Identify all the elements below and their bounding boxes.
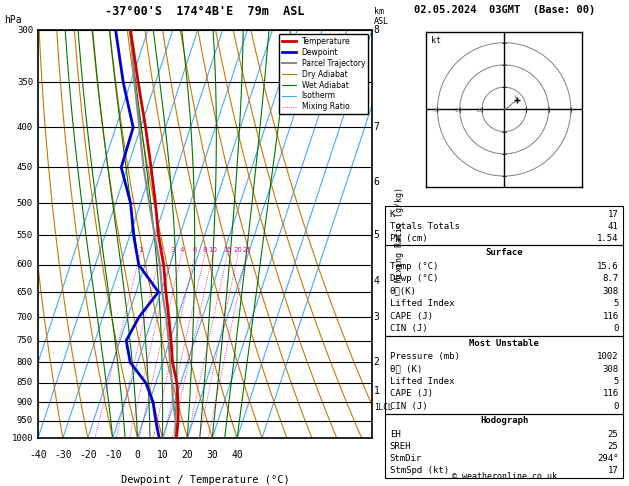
Text: 5: 5	[613, 299, 618, 308]
Text: 500: 500	[17, 199, 33, 208]
Text: Surface: Surface	[486, 248, 523, 257]
Text: 850: 850	[17, 379, 33, 387]
Text: 10: 10	[208, 247, 218, 253]
Text: Hodograph: Hodograph	[480, 417, 528, 425]
Text: -37°00'S  174°4B'E  79m  ASL: -37°00'S 174°4B'E 79m ASL	[105, 5, 304, 18]
Text: Lifted Index: Lifted Index	[390, 377, 454, 386]
Text: © weatheronline.co.uk: © weatheronline.co.uk	[452, 472, 557, 481]
Text: 6: 6	[193, 247, 198, 253]
Text: -20: -20	[79, 450, 97, 460]
Text: 116: 116	[603, 389, 618, 399]
Text: 308: 308	[603, 287, 618, 295]
Text: 8: 8	[203, 247, 208, 253]
Text: θᴇ (K): θᴇ (K)	[390, 364, 422, 374]
Text: 600: 600	[17, 260, 33, 269]
Text: CAPE (J): CAPE (J)	[390, 312, 433, 320]
Text: 6: 6	[374, 177, 379, 187]
Text: 400: 400	[17, 123, 33, 132]
Text: 308: 308	[603, 364, 618, 374]
Bar	[385, 336, 623, 414]
Text: 650: 650	[17, 288, 33, 296]
Text: 10: 10	[157, 450, 169, 460]
Text: 2: 2	[374, 357, 379, 367]
Text: 4: 4	[374, 277, 379, 286]
Text: 15: 15	[223, 247, 232, 253]
Text: 116: 116	[603, 312, 618, 320]
Text: CIN (J): CIN (J)	[390, 401, 427, 411]
Text: 300: 300	[17, 25, 33, 35]
Text: EH: EH	[390, 430, 401, 439]
Text: 950: 950	[17, 416, 33, 425]
Text: 8.7: 8.7	[603, 274, 618, 283]
Text: 1.54: 1.54	[597, 234, 618, 243]
Bar	[385, 414, 623, 478]
Text: 25: 25	[608, 430, 618, 439]
Text: 15.6: 15.6	[597, 262, 618, 271]
Text: 10: 10	[476, 108, 483, 113]
Text: 700: 700	[17, 312, 33, 322]
Text: CIN (J): CIN (J)	[390, 324, 427, 333]
Text: 900: 900	[17, 398, 33, 407]
Text: CAPE (J): CAPE (J)	[390, 389, 433, 399]
Text: StmDir: StmDir	[390, 454, 422, 463]
Text: 02.05.2024  03GMT  (Base: 00): 02.05.2024 03GMT (Base: 00)	[413, 5, 595, 15]
Text: 20: 20	[234, 247, 243, 253]
Text: 8: 8	[374, 25, 379, 35]
Text: 30: 30	[206, 450, 218, 460]
Text: -30: -30	[54, 450, 72, 460]
Text: 1: 1	[138, 247, 143, 253]
Text: K: K	[390, 210, 395, 219]
Text: 294°: 294°	[597, 454, 618, 463]
Text: Lifted Index: Lifted Index	[390, 299, 454, 308]
Text: hPa: hPa	[4, 15, 21, 25]
Text: StmSpd (kt): StmSpd (kt)	[390, 467, 449, 475]
Text: 1LCL: 1LCL	[374, 403, 392, 413]
Text: 550: 550	[17, 231, 33, 240]
Text: Temp (°C): Temp (°C)	[390, 262, 438, 271]
Text: -40: -40	[29, 450, 47, 460]
Text: PW (cm): PW (cm)	[390, 234, 427, 243]
Text: 7: 7	[374, 122, 379, 133]
Text: 350: 350	[17, 78, 33, 87]
Text: 0: 0	[135, 450, 140, 460]
Text: Totals Totals: Totals Totals	[390, 222, 460, 231]
Text: 3: 3	[374, 312, 379, 322]
Text: 25: 25	[608, 442, 618, 451]
Text: 4: 4	[180, 247, 184, 253]
Text: 40: 40	[231, 450, 243, 460]
Text: -10: -10	[104, 450, 121, 460]
Text: 1002: 1002	[597, 352, 618, 361]
Text: Pressure (mb): Pressure (mb)	[390, 352, 460, 361]
Bar	[385, 245, 623, 336]
Text: SREH: SREH	[390, 442, 411, 451]
Text: 30: 30	[433, 108, 441, 113]
Text: 17: 17	[608, 467, 618, 475]
Text: 2: 2	[158, 247, 162, 253]
Text: Dewp (°C): Dewp (°C)	[390, 274, 438, 283]
Text: Mixing Ratio (g/kg): Mixing Ratio (g/kg)	[396, 187, 404, 281]
Text: Dewpoint / Temperature (°C): Dewpoint / Temperature (°C)	[121, 475, 289, 485]
Text: 0: 0	[613, 401, 618, 411]
Text: 17: 17	[608, 210, 618, 219]
Text: 0: 0	[613, 324, 618, 333]
Text: 20: 20	[454, 108, 462, 113]
Text: 41: 41	[608, 222, 618, 231]
Text: 450: 450	[17, 163, 33, 172]
Text: 1: 1	[374, 386, 379, 396]
Legend: Temperature, Dewpoint, Parcel Trajectory, Dry Adiabat, Wet Adiabat, Isotherm, Mi: Temperature, Dewpoint, Parcel Trajectory…	[279, 34, 368, 114]
Text: 800: 800	[17, 358, 33, 367]
Bar	[385, 207, 623, 245]
Text: km
ASL: km ASL	[374, 6, 389, 26]
Text: 1000: 1000	[11, 434, 33, 442]
Text: 5: 5	[613, 377, 618, 386]
Text: kt: kt	[431, 36, 441, 45]
Text: 20: 20	[182, 450, 193, 460]
Text: 25: 25	[242, 247, 251, 253]
Text: 750: 750	[17, 336, 33, 345]
Text: Most Unstable: Most Unstable	[469, 339, 539, 348]
Text: 5: 5	[374, 230, 379, 241]
Text: 3: 3	[170, 247, 175, 253]
Text: θᴇ(K): θᴇ(K)	[390, 287, 416, 295]
